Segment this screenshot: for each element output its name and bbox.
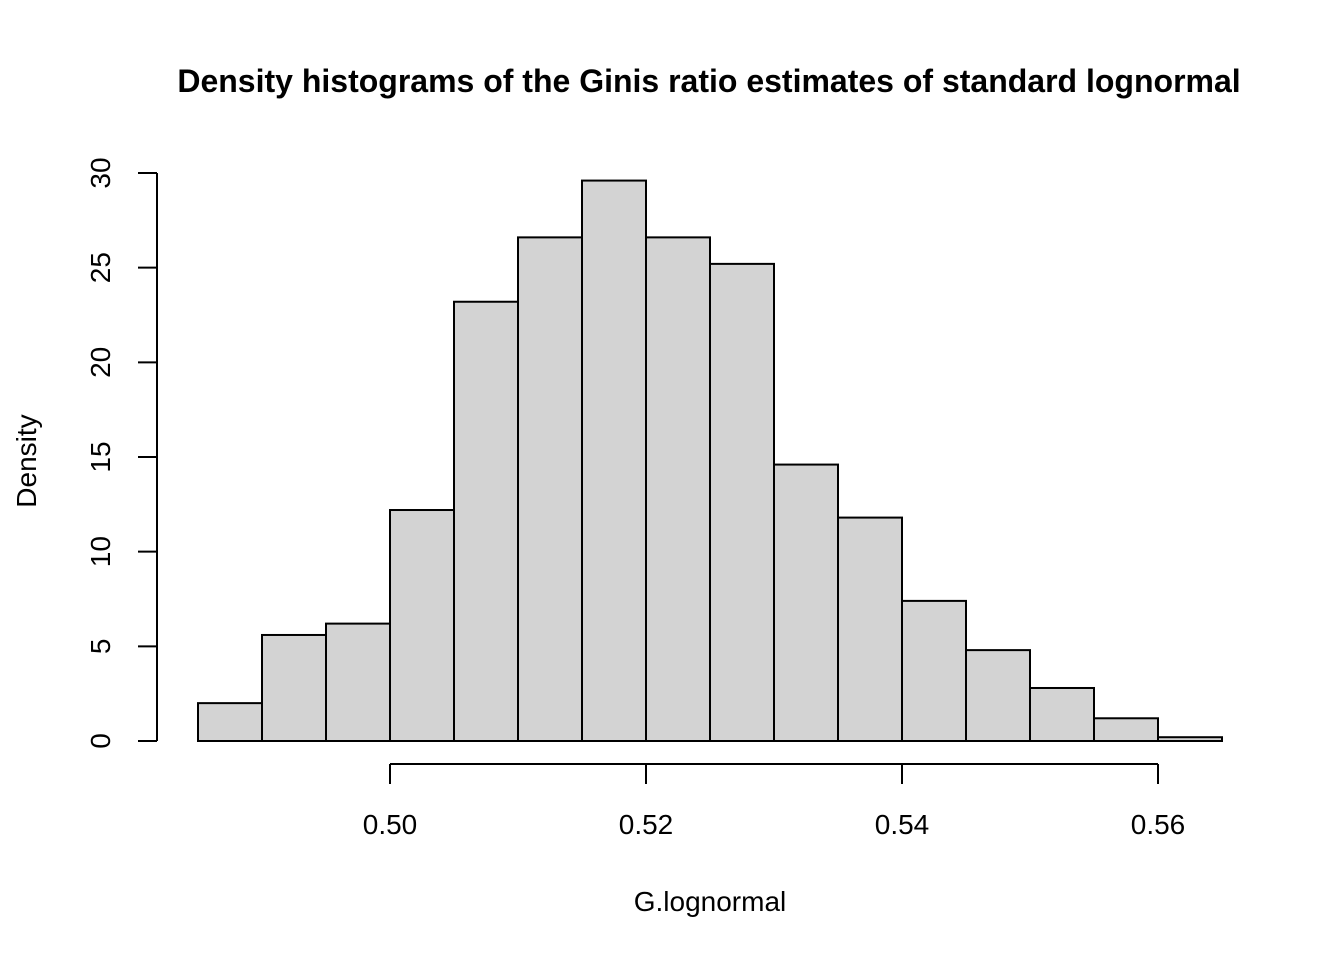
histogram-bar (261, 633, 327, 742)
histogram-bar (517, 236, 583, 743)
y-tick-label: 30 (85, 157, 116, 188)
y-tick-label: 15 (85, 441, 116, 472)
y-tick-label: 10 (85, 536, 116, 567)
histogram-bar (645, 236, 711, 743)
x-tick-label: 0.56 (1131, 809, 1186, 840)
histogram-bar (901, 599, 967, 742)
y-axis: 0 5 10 15 20 25 30 (85, 157, 158, 749)
histogram-bar (837, 516, 903, 742)
histogram-bar (1029, 686, 1095, 743)
y-tick-label: 25 (85, 252, 116, 283)
y-axis-label: Density (11, 414, 42, 507)
x-axis: 0.50 0.52 0.54 0.56 (363, 763, 1186, 840)
histogram-bar (325, 622, 391, 743)
histogram-bar (773, 463, 839, 742)
bars-group (197, 179, 1223, 743)
x-tick-label: 0.54 (875, 809, 930, 840)
histogram-bar (1093, 717, 1159, 743)
histogram-bar (389, 509, 455, 742)
y-tick-label: 0 (85, 733, 116, 749)
x-tick-label: 0.50 (363, 809, 418, 840)
histogram-bar (197, 702, 263, 743)
histogram-bar (965, 649, 1031, 742)
histogram-bar (581, 179, 647, 743)
histogram-bar (709, 262, 775, 742)
chart-title: Density histograms of the Ginis ratio es… (177, 63, 1240, 99)
histogram-bar (453, 300, 519, 742)
x-tick-label: 0.52 (619, 809, 674, 840)
x-axis-label: G.lognormal (634, 886, 787, 917)
y-tick-label: 5 (85, 639, 116, 655)
histogram-bar (1157, 736, 1223, 742)
y-tick-label: 20 (85, 347, 116, 378)
